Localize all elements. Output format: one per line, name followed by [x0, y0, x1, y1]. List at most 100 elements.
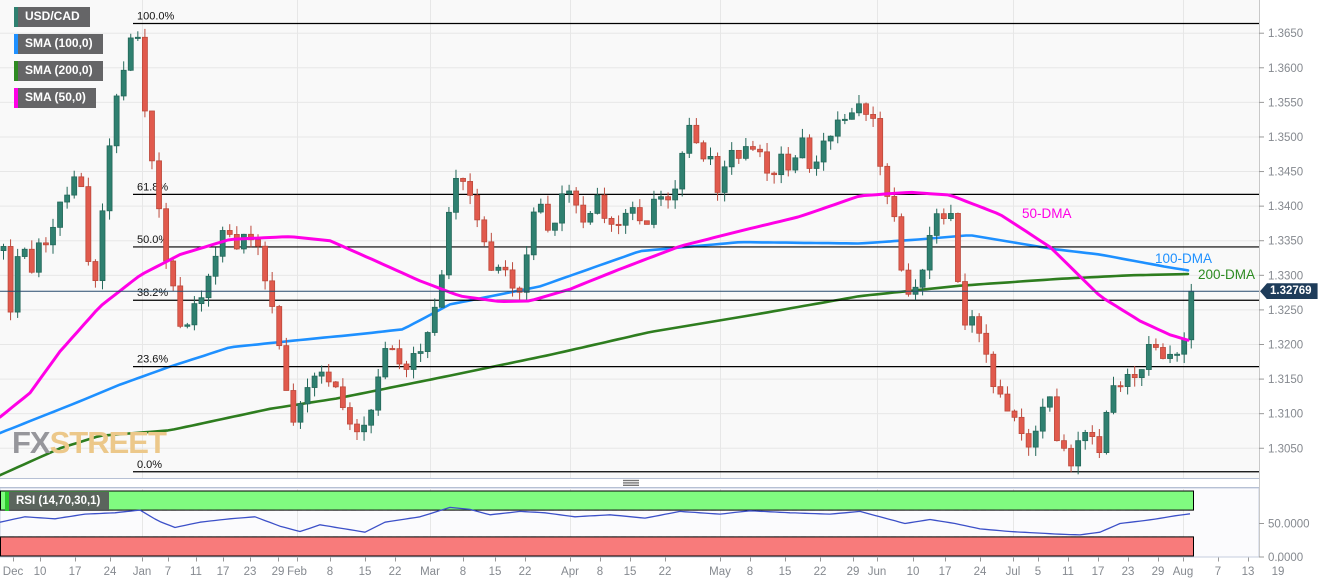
candle[interactable] — [516, 287, 523, 293]
candle[interactable] — [947, 213, 954, 219]
candle[interactable] — [64, 194, 71, 203]
candle[interactable] — [891, 196, 898, 218]
candle[interactable] — [325, 371, 332, 383]
candle[interactable] — [1117, 385, 1124, 388]
candle[interactable] — [1153, 344, 1159, 348]
candle[interactable] — [735, 149, 742, 159]
candle[interactable] — [785, 153, 792, 171]
candle[interactable] — [50, 226, 56, 246]
candle[interactable] — [997, 386, 1004, 395]
candle[interactable] — [141, 36, 148, 112]
candle[interactable] — [283, 345, 290, 391]
candle[interactable] — [601, 194, 608, 219]
candle[interactable] — [233, 234, 240, 250]
price-axis[interactable]: 1.3650 1.3600 1.3550 1.3500 1.3450 1.3400 1.33… — [1259, 0, 1310, 564]
candle[interactable] — [460, 177, 466, 182]
candle[interactable] — [1138, 369, 1145, 379]
candle[interactable] — [198, 297, 205, 305]
candle[interactable] — [389, 348, 396, 351]
candle[interactable] — [940, 213, 947, 219]
candle[interactable] — [276, 306, 283, 347]
candle[interactable] — [240, 233, 247, 250]
candle[interactable] — [297, 403, 304, 423]
candle[interactable] — [693, 124, 700, 144]
candle[interactable] — [382, 348, 389, 378]
candle[interactable] — [1011, 410, 1018, 418]
candle[interactable] — [919, 269, 926, 288]
candle[interactable] — [1004, 393, 1011, 412]
candle[interactable] — [354, 423, 360, 433]
candle[interactable] — [1018, 416, 1025, 435]
candle[interactable] — [446, 211, 452, 276]
indicator-legend-sma200[interactable]: SMA (200,0) — [14, 61, 103, 81]
candle[interactable] — [481, 219, 488, 243]
candle[interactable] — [827, 135, 834, 142]
candle[interactable] — [417, 351, 424, 354]
candle[interactable] — [403, 363, 410, 370]
candle[interactable] — [134, 36, 141, 39]
candle[interactable] — [608, 217, 615, 225]
candle[interactable] — [990, 353, 997, 388]
candle[interactable] — [99, 210, 106, 282]
candle[interactable] — [969, 316, 975, 326]
candle[interactable] — [1025, 433, 1032, 448]
candle[interactable] — [226, 230, 233, 235]
candle[interactable] — [1131, 374, 1138, 379]
candle[interactable] — [113, 95, 120, 147]
rsi-indicator-legend[interactable]: RSI (14,70,30,1) — [5, 492, 110, 511]
candle[interactable] — [976, 316, 983, 334]
candle[interactable] — [43, 242, 49, 246]
candle[interactable] — [799, 137, 806, 159]
candle[interactable] — [1181, 339, 1188, 355]
candle[interactable] — [573, 190, 580, 206]
candle[interactable] — [127, 37, 134, 71]
candle[interactable] — [1124, 374, 1131, 387]
candle[interactable] — [453, 177, 459, 213]
candle[interactable] — [502, 266, 509, 271]
candle[interactable] — [721, 166, 728, 193]
candle[interactable] — [707, 156, 714, 160]
candle[interactable] — [792, 157, 799, 171]
candle[interactable] — [396, 348, 403, 365]
candle[interactable] — [679, 152, 686, 190]
candle[interactable] — [212, 255, 219, 277]
candle[interactable] — [898, 216, 905, 271]
candle[interactable] — [884, 165, 891, 197]
candle[interactable] — [672, 188, 679, 201]
candle[interactable] — [983, 332, 990, 355]
candle[interactable] — [728, 149, 735, 168]
candle[interactable] — [375, 376, 382, 411]
candle[interactable] — [629, 207, 636, 214]
candle[interactable] — [92, 261, 99, 282]
candle[interactable] — [1068, 447, 1074, 467]
candle[interactable] — [361, 424, 367, 433]
candle[interactable] — [57, 201, 63, 228]
candle[interactable] — [905, 269, 912, 295]
candle[interactable] — [587, 212, 594, 223]
candle[interactable] — [580, 204, 587, 223]
candle[interactable] — [467, 181, 474, 196]
indicator-legend-sma50[interactable]: SMA (50,0) — [14, 88, 96, 108]
indicator-legend-sma100[interactable]: SMA (100,0) — [14, 34, 103, 54]
candle[interactable] — [594, 194, 601, 214]
candle[interactable] — [255, 239, 261, 247]
candle[interactable] — [1188, 290, 1195, 341]
candle[interactable] — [1167, 353, 1173, 359]
candle[interactable] — [530, 211, 537, 256]
candle[interactable] — [35, 242, 42, 273]
candle[interactable] — [21, 248, 28, 257]
candle[interactable] — [488, 241, 495, 271]
candle[interactable] — [191, 303, 198, 326]
candle[interactable] — [813, 161, 820, 169]
candle[interactable] — [184, 324, 191, 327]
candle[interactable] — [686, 124, 693, 154]
candle[interactable] — [78, 176, 85, 188]
candle[interactable] — [834, 119, 841, 137]
candle[interactable] — [1145, 344, 1152, 370]
candle[interactable] — [1089, 432, 1096, 437]
candle[interactable] — [955, 213, 961, 282]
candle[interactable] — [509, 269, 516, 289]
candle[interactable] — [14, 256, 21, 313]
candle[interactable] — [841, 118, 848, 121]
